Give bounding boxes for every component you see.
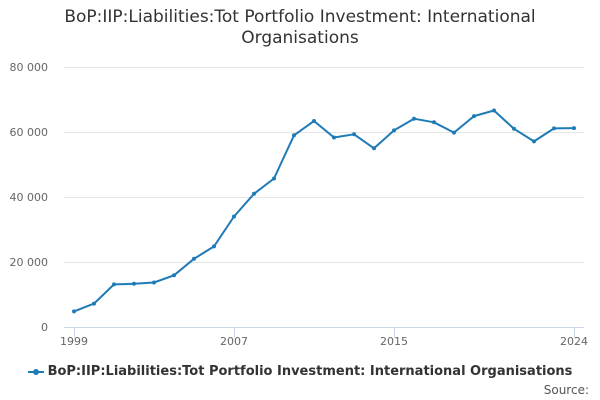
y-tick-label: 0 [41, 321, 48, 334]
data-point[interactable] [232, 214, 236, 219]
data-point[interactable] [332, 135, 336, 140]
grid-lines [64, 67, 584, 263]
data-point[interactable] [552, 126, 556, 131]
data-point[interactable] [112, 282, 116, 287]
x-tick-label: 2024 [560, 335, 588, 348]
data-point[interactable] [432, 120, 436, 125]
x-axis-labels: 1999 2007 2015 2024 [60, 335, 588, 348]
chart-title-line-2: Organisations [241, 28, 359, 48]
credits[interactable]: Source: [543, 383, 589, 397]
data-point[interactable] [272, 176, 276, 181]
data-point[interactable] [412, 116, 416, 121]
data-point[interactable] [192, 256, 196, 261]
x-tick-label: 1999 [60, 335, 88, 348]
y-tick-label: 60 000 [10, 126, 49, 139]
data-point[interactable] [292, 133, 296, 138]
data-point[interactable] [392, 128, 396, 133]
data-point[interactable] [312, 119, 316, 123]
data-point[interactable] [172, 273, 176, 278]
series [72, 108, 576, 314]
data-point[interactable] [212, 244, 216, 249]
legend-item-label: BoP:IIP:Liabilities:Tot Portfolio Invest… [47, 364, 573, 379]
data-point[interactable] [352, 132, 356, 137]
data-point[interactable] [252, 191, 256, 196]
data-point[interactable] [372, 146, 376, 151]
data-point[interactable] [472, 114, 476, 119]
legend[interactable]: BoP:IIP:Liabilities:Tot Portfolio Invest… [0, 364, 600, 379]
data-point[interactable] [72, 309, 76, 314]
data-point[interactable] [572, 126, 576, 131]
x-axis [64, 327, 584, 338]
data-point[interactable] [532, 139, 536, 144]
legend-line-marker-icon [27, 367, 44, 377]
y-axis-labels: 0 20 000 40 000 60 000 80 000 [10, 61, 49, 334]
data-point[interactable] [452, 130, 456, 135]
y-tick-label: 80 000 [10, 61, 49, 74]
y-tick-label: 20 000 [10, 256, 49, 269]
data-point[interactable] [152, 280, 156, 285]
chart-title: BoP:IIP:Liabilities:Tot Portfolio Invest… [0, 7, 600, 49]
x-tick-label: 2007 [220, 335, 248, 348]
chart-title-line-1: BoP:IIP:Liabilities:Tot Portfolio Invest… [64, 7, 536, 27]
data-point[interactable] [92, 301, 96, 306]
x-tick-label: 2015 [380, 335, 408, 348]
data-point[interactable] [132, 281, 136, 286]
y-tick-label: 40 000 [10, 191, 49, 204]
data-point[interactable] [512, 126, 516, 131]
data-point[interactable] [492, 108, 496, 113]
series-line[interactable] [73, 109, 575, 313]
